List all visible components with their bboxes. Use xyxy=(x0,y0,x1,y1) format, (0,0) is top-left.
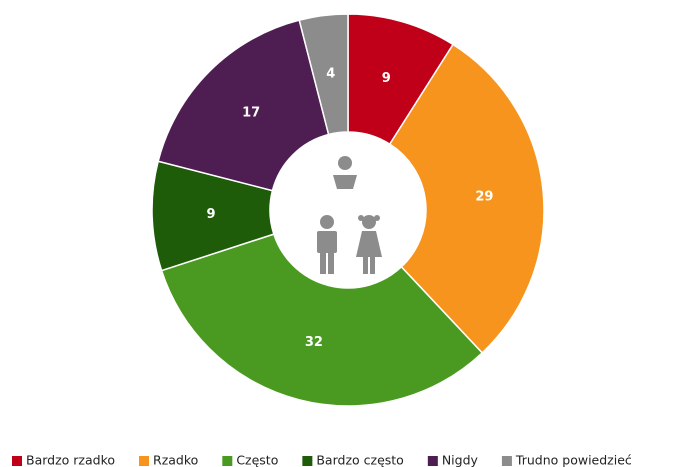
donut-slice xyxy=(298,13,349,136)
donut-slice xyxy=(157,19,330,192)
data-label: 9 xyxy=(207,207,216,222)
legend-swatch xyxy=(222,456,233,466)
legend-swatch xyxy=(12,456,22,466)
donut-slice xyxy=(160,233,484,407)
legend-label: Nigdy xyxy=(442,453,479,467)
legend-swatch xyxy=(302,456,313,466)
legend-label: Bardzo rzadko xyxy=(26,453,115,467)
legend-label: Trudno powiedzieć xyxy=(515,453,632,467)
data-label: 9 xyxy=(382,71,391,86)
center-icons xyxy=(317,156,382,274)
data-label: 17 xyxy=(242,106,260,121)
legend-swatch xyxy=(427,456,438,466)
data-label: 4 xyxy=(326,67,335,82)
data-label: 32 xyxy=(305,335,323,350)
legend-label: Rzadko xyxy=(153,453,198,467)
legend-label: Często xyxy=(236,453,278,467)
donut-slice xyxy=(388,43,545,354)
data-label: 29 xyxy=(475,190,493,205)
legend-label: Bardzo często xyxy=(316,453,403,467)
legend-swatch xyxy=(501,456,512,466)
legend-swatch xyxy=(139,456,150,466)
